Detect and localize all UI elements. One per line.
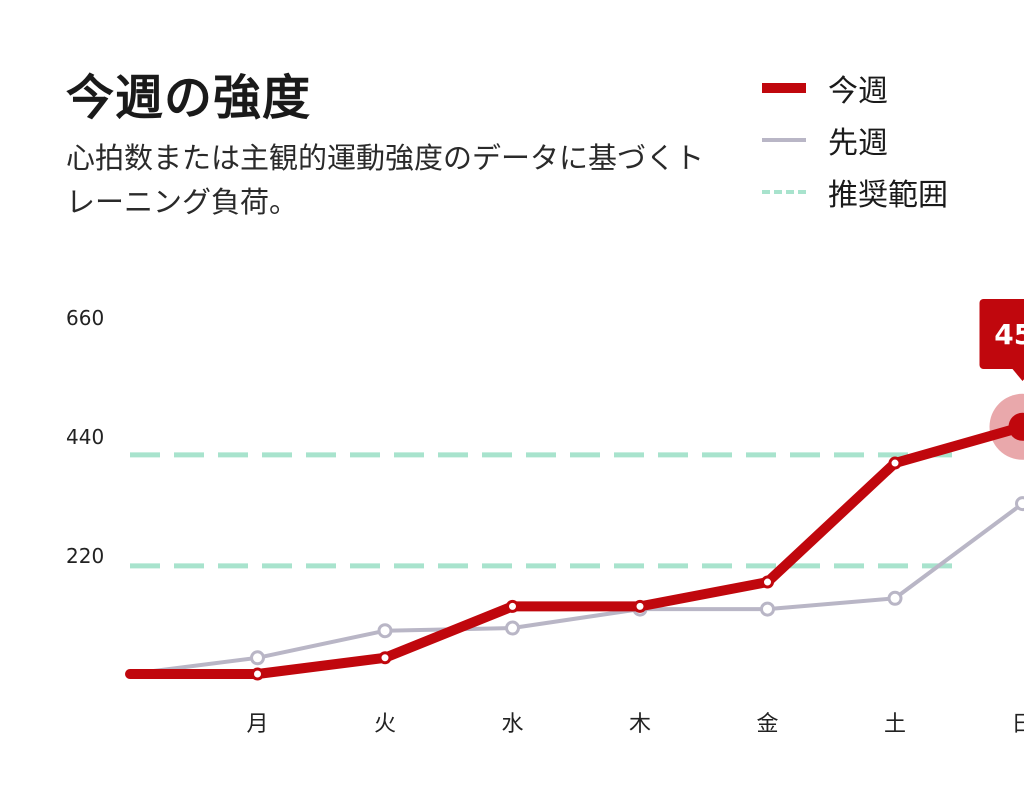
data-point-this-week [378,651,392,665]
chart-legend: 今週 先週 推奨範囲 [762,62,948,218]
highlight-point [1008,412,1024,441]
data-point-this-week [888,456,902,470]
x-tick-label: 日 [1011,712,1024,737]
legend-item-this-week[interactable]: 今週 [762,62,948,114]
series-line-this-week [125,421,1024,679]
data-point-this-week [633,599,647,613]
data-point-last-week [377,623,393,639]
y-tick-label: 660 [66,306,104,330]
data-point-this-week [506,599,519,613]
x-tick-label: 水 [501,712,523,737]
legend-label: 先週 [828,126,888,161]
data-point-last-week [505,620,520,636]
data-point-last-week [760,601,775,617]
page-subtitle: 心拍数または主観的運動強度のデータに基づくトレーニング負荷。 [66,141,705,219]
x-tick-label: 木 [629,712,651,737]
legend-swatch-last-week [762,138,806,142]
legend-label: 推奨範囲 [828,178,948,213]
data-point-last-week [1015,496,1024,512]
page-title: 今週の強度 [66,70,312,126]
x-tick-label: 土 [884,712,906,737]
tooltip-pointer [1012,369,1024,381]
legend-swatch-this-week [762,83,806,93]
x-tick-label: 金 [756,712,778,737]
legend-item-last-week[interactable]: 先週 [762,114,948,166]
data-point-this-week [761,575,774,589]
x-tick-label: 月 [246,712,268,737]
y-tick-label: 440 [66,425,104,449]
tooltip-value: 457 [994,318,1024,351]
legend-item-recommended-range[interactable]: 推奨範囲 [762,166,948,218]
legend-label: 今週 [828,74,888,109]
x-tick-label: 火 [374,712,396,737]
y-tick-label: 220 [66,544,104,568]
value-tooltip: 457 [979,299,1024,381]
series-line-last-week [129,502,1024,676]
legend-swatch-recommended-range [762,190,806,194]
tooltip-box [979,299,1024,369]
highlight-halo [989,393,1024,460]
data-point-last-week [250,650,265,666]
data-point-this-week [251,667,264,681]
data-point-last-week [887,590,903,606]
